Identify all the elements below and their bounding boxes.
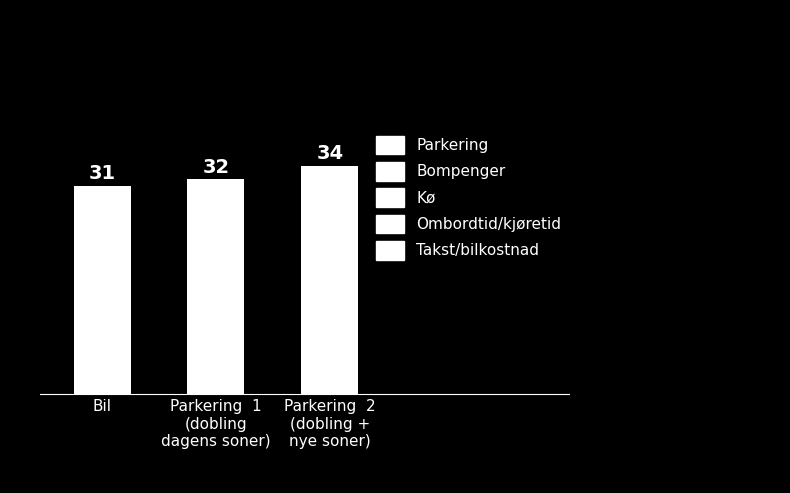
Text: 31: 31 [88,164,115,183]
Bar [73,186,130,394]
Legend: Parkering, Bompenger, Kø, Ombordtid/kjøretid, Takst/bilkostnad: Parkering, Bompenger, Kø, Ombordtid/kjør… [377,136,561,260]
Bar [187,179,244,394]
Bar [301,166,358,394]
Text: 34: 34 [316,144,344,163]
Text: 32: 32 [202,158,230,176]
